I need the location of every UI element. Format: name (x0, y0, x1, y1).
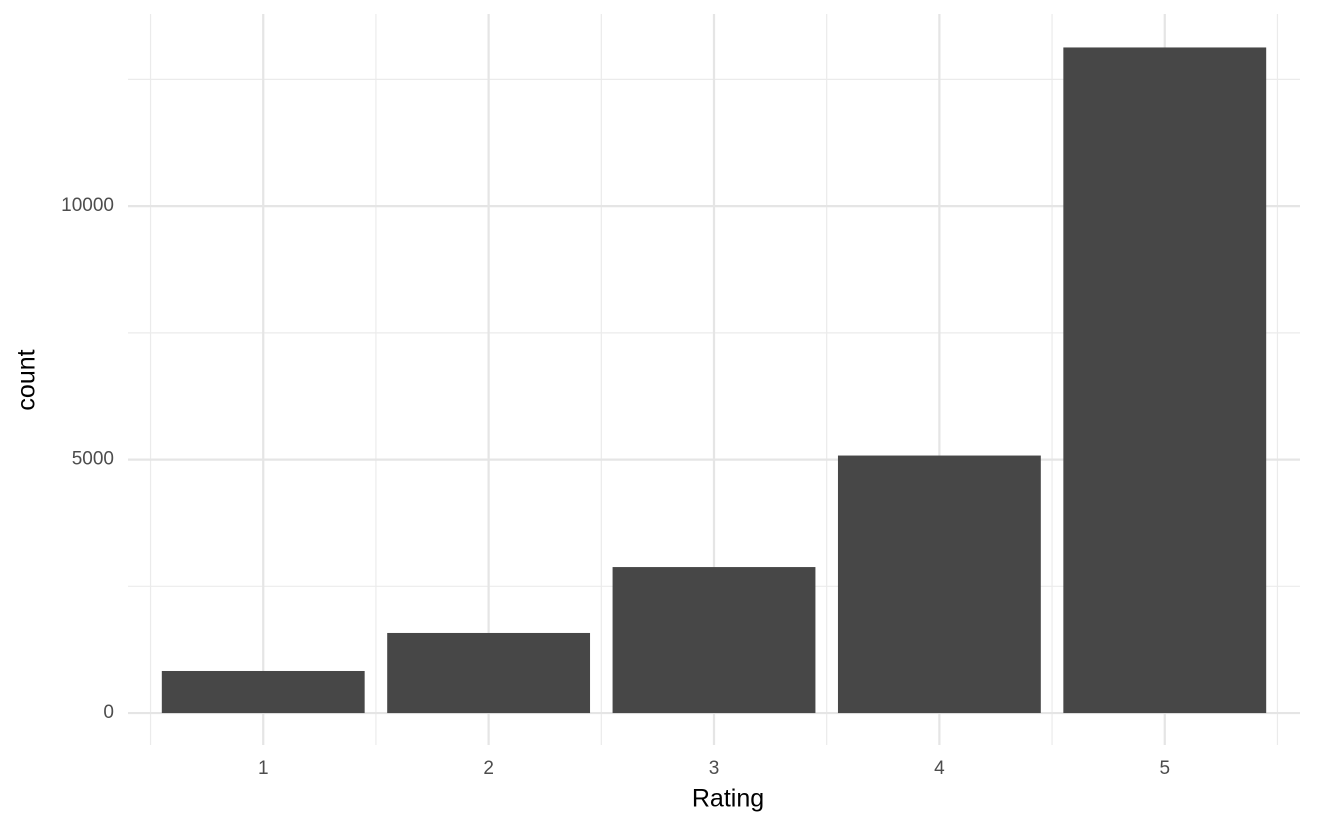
bar (837, 455, 1041, 714)
bar (1063, 47, 1267, 714)
bar (612, 567, 816, 714)
x-tick-label: 3 (709, 758, 720, 779)
x-tick-label: 4 (934, 758, 945, 779)
y-axis-title: count (13, 349, 41, 410)
x-tick-label: 1 (258, 758, 269, 779)
x-tick-label: 5 (1159, 758, 1170, 779)
y-tick-label: 5000 (72, 449, 114, 470)
y-tick-label: 0 (103, 702, 114, 723)
bar (161, 670, 365, 714)
x-tick-label: 2 (483, 758, 494, 779)
bar (387, 632, 591, 714)
x-axis-title: Rating (692, 785, 764, 813)
y-tick-label: 10000 (61, 195, 114, 216)
